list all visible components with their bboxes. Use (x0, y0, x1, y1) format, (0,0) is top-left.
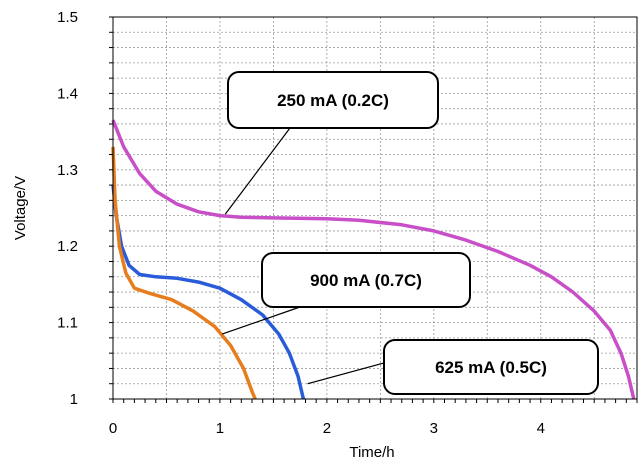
series-line-1 (111, 184, 306, 400)
x-tick-label: 4 (537, 420, 545, 437)
callout-label: 900 mA (0.7C) (310, 271, 422, 290)
x-tick-label: 2 (323, 420, 331, 437)
x-tick-label: 1 (216, 420, 224, 437)
x-axis-label: Time/h (349, 444, 394, 461)
y-tick-label: 1.2 (57, 238, 78, 255)
callout-box (261, 252, 471, 308)
callout-box (227, 71, 439, 129)
callout-label: 250 mA (0.2C) (277, 91, 389, 110)
callout-leader (307, 362, 385, 385)
y-tick-label: 1.1 (57, 315, 78, 332)
y-tick-label: 1.3 (57, 162, 78, 179)
x-tick-label: 0 (109, 420, 117, 437)
callout-box (383, 339, 599, 395)
series-lines (111, 119, 636, 400)
y-tick-label: 1.4 (57, 85, 78, 102)
callout-leader (224, 127, 291, 215)
callout-label: 625 mA (0.5C) (435, 358, 547, 377)
callout-leader (221, 306, 301, 335)
y-tick-label: 1 (70, 391, 78, 408)
axis-ticks: 1 1.1 1.2 1.3 1.4 1.5 0 1 2 3 4 (57, 9, 638, 437)
callouts: 250 mA (0.2C) 900 mA (0.7C) 625 mA (0.5C) (221, 71, 599, 395)
series-line-2 (111, 146, 257, 400)
plot-area-frame (112, 16, 638, 400)
y-axis-label: Voltage/V (12, 176, 29, 240)
x-tick-label: 3 (430, 420, 438, 437)
series-line-0 (111, 119, 636, 400)
y-tick-label: 1.5 (57, 9, 78, 26)
